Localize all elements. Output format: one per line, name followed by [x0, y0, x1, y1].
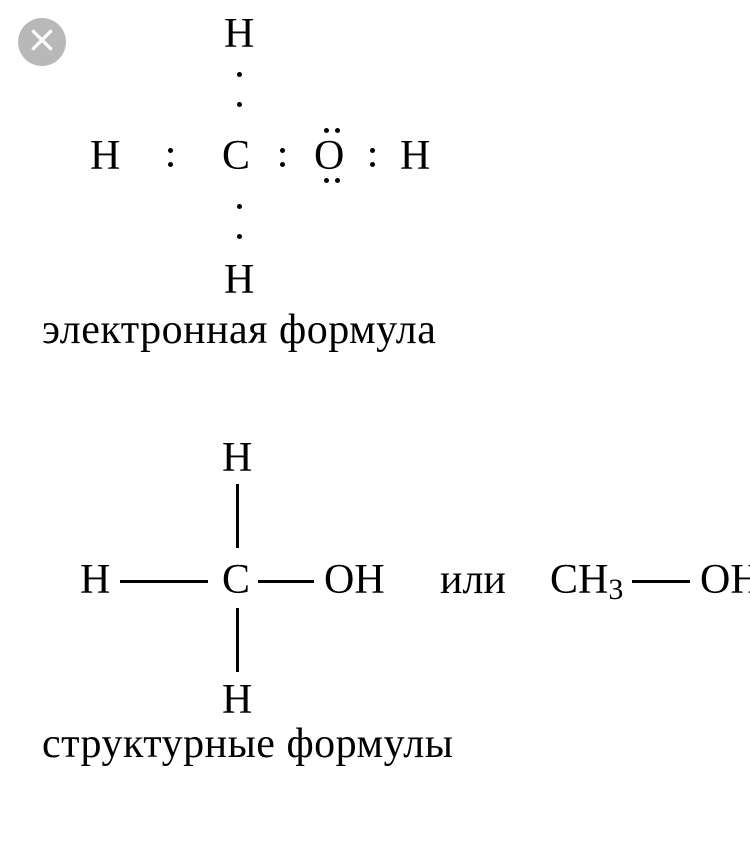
- atom-h-top-s: H: [222, 434, 252, 482]
- atom-h-right: H: [400, 132, 430, 180]
- bond-vertical: [236, 608, 239, 672]
- electron-dot: [280, 162, 285, 167]
- atom-h-top: H: [224, 10, 254, 58]
- electron-dot: [370, 162, 375, 167]
- structural-formula-section: H H C OH H или CH3 OH структурные формул…: [42, 434, 750, 768]
- bond-vertical: [236, 484, 239, 548]
- electron-dot: [237, 72, 242, 77]
- atom-h-bottom: H: [224, 256, 254, 304]
- lone-pair-bottom: [324, 178, 340, 183]
- atom-h-left: H: [90, 132, 120, 180]
- electron-dot: [237, 234, 242, 239]
- bond-horizontal: [258, 580, 314, 583]
- or-text: или: [440, 556, 506, 604]
- electron-formula-section: H H C O H H: [42, 10, 750, 354]
- ch3-sub: 3: [608, 573, 623, 606]
- electron-dot: [237, 204, 242, 209]
- atom-oh2: OH: [700, 556, 750, 604]
- structural-formula-label: структурные формулы: [42, 720, 750, 768]
- bond-horizontal: [120, 580, 208, 583]
- electron-dot: [168, 148, 173, 153]
- electron-dot: [370, 148, 375, 153]
- electron-dot: [237, 102, 242, 107]
- atom-c-s: C: [222, 556, 250, 604]
- atom-c: C: [222, 132, 250, 180]
- ch3-text: CH: [550, 557, 608, 603]
- lone-pair-top: [324, 128, 340, 133]
- structural-formula-diagram: H H C OH H или CH3 OH: [42, 434, 750, 714]
- atom-h-left-s: H: [80, 556, 110, 604]
- electron-formula-label: электронная формула: [42, 306, 750, 354]
- atom-ch3: CH3: [550, 556, 623, 605]
- electron-formula-diagram: H H C O H H: [42, 10, 750, 300]
- content-area: H H C O H H: [0, 0, 750, 768]
- atom-o: O: [314, 132, 344, 180]
- bond-horizontal: [632, 580, 690, 583]
- electron-dot: [280, 148, 285, 153]
- atom-h-bottom-s: H: [222, 676, 252, 724]
- atom-oh-s: OH: [324, 556, 385, 604]
- electron-dot: [168, 162, 173, 167]
